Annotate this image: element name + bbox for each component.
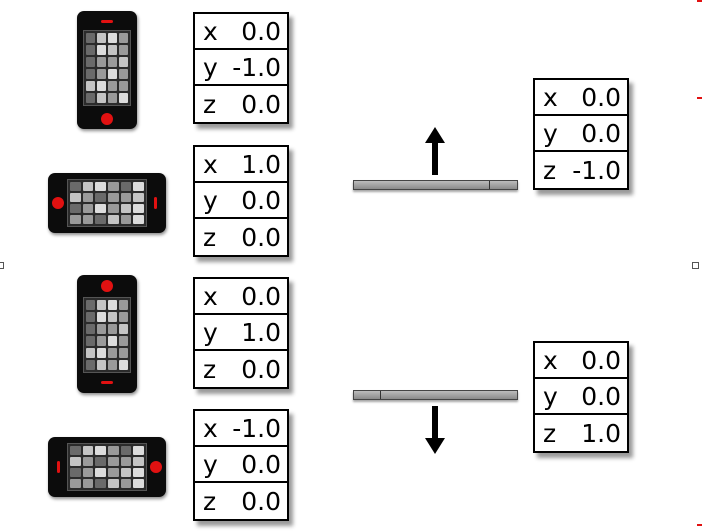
table-row: y 0.0 (195, 183, 287, 219)
edge-mark (697, 0, 702, 2)
phone-portrait-upside-down-icon (77, 275, 137, 393)
table-row: y 0.0 (535, 116, 627, 152)
table-row: y -1.0 (195, 50, 287, 86)
home-button (52, 197, 64, 209)
home-button (101, 113, 113, 125)
table-row: x 1.0 (195, 147, 287, 183)
home-button (101, 280, 113, 292)
phone-flat-face-down (353, 390, 518, 400)
edge-mark (697, 97, 702, 99)
table-row: z 0.0 (203, 354, 281, 384)
accel-table-3: x 0.0 y 1.0 z 0.0 (193, 277, 289, 389)
accel-table-face-down: x 0.0 y 0.0 z 1.0 (533, 341, 629, 453)
table-row: y 1.0 (195, 315, 287, 351)
accel-table-2: x 1.0 y 0.0 z 0.0 (193, 145, 289, 257)
table-row: x -1.0 (195, 411, 287, 447)
accel-table-4: x -1.0 y 0.0 z 0.0 (193, 409, 289, 521)
table-row: z 1.0 (543, 418, 621, 448)
phone-landscape-icon (48, 173, 166, 233)
home-button (150, 461, 162, 473)
table-row: y 0.0 (535, 379, 627, 415)
table-row: x 0.0 (535, 343, 627, 379)
table-row: z 0.0 (203, 486, 281, 516)
accel-table-face-up: x 0.0 y 0.0 z -1.0 (533, 78, 629, 190)
table-row: z -1.0 (543, 155, 621, 185)
phone-flat-face-up (353, 180, 518, 190)
edge-handle-left (0, 262, 4, 269)
edge-handle-right (692, 262, 699, 269)
arrow-down-icon (425, 406, 445, 454)
table-row: x 0.0 (195, 14, 287, 50)
accel-table-1: x 0.0 y -1.0 z 0.0 (193, 12, 289, 124)
arrow-up-icon (425, 127, 445, 175)
phone-landscape-icon (48, 437, 166, 497)
edge-mark (697, 524, 702, 526)
table-row: z 0.0 (203, 89, 281, 119)
table-row: x 0.0 (535, 80, 627, 116)
table-row: z 0.0 (203, 222, 281, 252)
table-row: x 0.0 (195, 279, 287, 315)
table-row: y 0.0 (195, 447, 287, 483)
phone-portrait-icon (77, 11, 137, 129)
